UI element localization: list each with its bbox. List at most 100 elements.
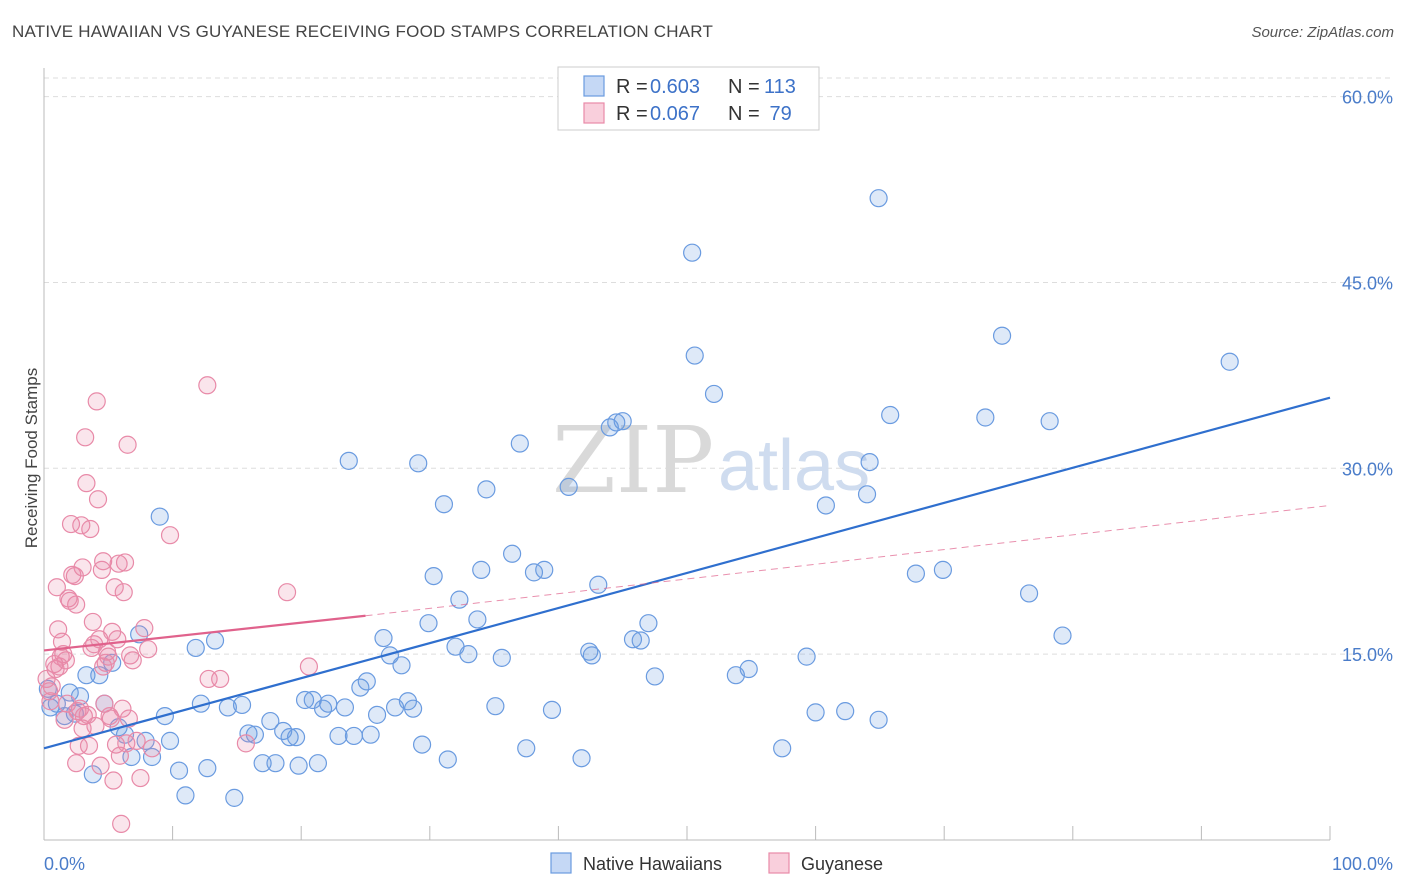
native-hawaiian-point — [289, 756, 308, 775]
native-hawaiian-point — [374, 628, 393, 648]
guyanese-point — [277, 583, 297, 602]
native-hawaiian-point — [150, 507, 169, 526]
native-hawaiian-point — [589, 575, 608, 594]
native-hawaiian-point — [704, 384, 724, 404]
watermark-zip: ZIP — [552, 407, 714, 514]
native-hawaiian-point — [205, 631, 225, 650]
guyanese-point — [94, 657, 113, 676]
x-tick-label: 0.0% — [44, 854, 85, 874]
guyanese-point — [115, 553, 135, 572]
native-hawaiian-point — [232, 695, 252, 715]
native-hawaiian-point — [559, 477, 578, 496]
native-hawaiian-point — [313, 699, 333, 718]
native-hawaiian-point — [339, 451, 358, 470]
guyanese-point — [127, 731, 146, 750]
watermark-atlas: atlas — [718, 426, 870, 506]
native-hawaiian-point — [329, 726, 348, 746]
points-layer — [37, 189, 1239, 833]
native-hawaiian-point — [510, 434, 529, 453]
guyanese-point — [119, 709, 138, 728]
legend-r-value: 0.603 — [650, 76, 700, 98]
guyanese-point — [42, 677, 61, 696]
native-hawaiian-point — [477, 480, 496, 499]
native-hawaiian-point — [472, 560, 491, 579]
y-tick-label: 60.0% — [1342, 88, 1393, 108]
grid-layer — [44, 77, 1394, 655]
native-hawaiian-point — [198, 759, 217, 778]
guyanese-point — [113, 699, 132, 718]
guyanese-point — [104, 771, 123, 790]
native-hawaiian-point — [836, 702, 855, 721]
guyanese-point — [83, 612, 102, 632]
guyanese-point — [88, 490, 108, 509]
guyanese-point — [198, 376, 217, 395]
native-hawaiian-point — [1220, 352, 1239, 371]
guyanese-point — [69, 736, 88, 755]
native-hawaiian-point — [613, 412, 632, 431]
guyanese-point — [135, 619, 154, 638]
series-legend: Native Hawaiians Guyanese — [550, 852, 883, 874]
guyanese-point — [94, 552, 113, 571]
guyanese-point — [59, 589, 78, 608]
guyanese-point — [81, 519, 100, 539]
guyanese-point — [112, 814, 131, 833]
y-tick-label: 45.0% — [1342, 273, 1393, 293]
native-hawaiian-point — [266, 754, 285, 773]
native-hawaiian-point — [623, 630, 643, 649]
legend-r-label: R = — [616, 103, 648, 125]
native-hawaiian-point — [295, 690, 315, 710]
native-hawaiian-point — [186, 638, 205, 658]
guyanese-point — [123, 651, 142, 670]
native-hawaiian-point — [535, 560, 554, 579]
guyanese-point — [103, 622, 122, 641]
native-hawaiian-point — [881, 405, 900, 425]
native-hawaiian-point — [857, 485, 877, 504]
guyanese-point — [47, 578, 66, 597]
native-hawaiian-point — [160, 731, 180, 750]
native-hawaiian-point — [319, 694, 338, 713]
legend-swatch-guyanese — [583, 102, 605, 124]
native-hawaiian-point — [392, 656, 411, 675]
native-hawaiian-point — [424, 566, 443, 586]
native-hawaiian-point — [542, 700, 562, 720]
native-hawaiian-point — [1019, 584, 1039, 603]
native-hawaiian-point — [357, 672, 376, 691]
native-hawaiian-point — [517, 739, 536, 758]
native-hawaiian-point — [459, 645, 478, 664]
native-hawaiian-trendline — [43, 396, 1331, 750]
guyanese-point — [72, 516, 91, 535]
guyanese-point — [73, 558, 92, 577]
guyanese-point — [160, 526, 180, 545]
guyanese-point — [109, 554, 128, 573]
series-legend-swatch-guyanese — [768, 852, 790, 874]
legend-n-value: 79 — [764, 103, 792, 125]
native-hawaiian-point — [906, 564, 926, 583]
native-hawaiian-point — [933, 560, 953, 579]
guyanese-point — [139, 640, 158, 659]
native-hawaiian-point — [1053, 626, 1072, 645]
x-tick-label: 100.0% — [1332, 854, 1393, 874]
native-hawaiian-point — [253, 754, 272, 773]
source-label: Source: ZipAtlas.com — [1251, 24, 1394, 41]
native-hawaiian-point — [739, 659, 758, 679]
y-axis-label: Receiving Food Stamps — [22, 368, 41, 548]
legend-r-label: R = — [616, 76, 648, 98]
legend-r-value: 0.067 — [650, 103, 700, 125]
y-tick-label: 30.0% — [1342, 459, 1393, 479]
native-hawaiian-point — [1040, 412, 1059, 431]
native-hawaiian-point — [344, 726, 364, 746]
guyanese-point — [142, 739, 162, 758]
native-hawaiian-point — [434, 495, 454, 514]
series-legend-swatch-native-hawaiians — [550, 852, 572, 874]
y-tick-label: 15.0% — [1342, 645, 1393, 665]
guyanese-point — [79, 736, 99, 755]
guyanese-trendline — [43, 614, 366, 652]
native-hawaiian-point — [361, 725, 380, 744]
stats-legend: R = 0.603 N = 113 R = 0.067 N = 79 — [557, 66, 820, 131]
native-hawaiian-point — [419, 614, 438, 633]
series-legend-label-guyanese: Guyanese — [801, 854, 883, 874]
native-hawaiian-point — [639, 614, 658, 633]
legend-n-value: 113 — [764, 76, 796, 98]
series-legend-label-native-hawaiians: Native Hawaiians — [583, 854, 722, 874]
